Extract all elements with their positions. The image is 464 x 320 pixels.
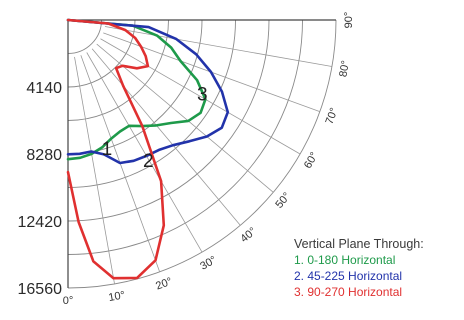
angle-tick-label: 70° [324, 106, 341, 126]
grid-circle [67, 19, 169, 121]
angle-tick-label: 50° [273, 190, 293, 210]
grid-circle [67, 19, 303, 255]
legend-entry-1: 1. 0-180 Horizontal [294, 253, 396, 267]
angle-tick-label: 40° [238, 225, 258, 245]
grid-ray [100, 38, 301, 155]
grid-ray [91, 48, 241, 226]
grid-circle [67, 19, 236, 188]
curve-number-label: 3 [197, 85, 208, 106]
angle-tick-label: 80° [337, 60, 352, 78]
legend: Vertical Plane Through: 1. 0-180 Horizon… [294, 236, 424, 300]
curve-1 [66, 18, 207, 161]
angle-tick-label: 90° [343, 12, 355, 29]
curve-number-label: 2 [143, 151, 154, 172]
grid-circle [67, 19, 270, 222]
angle-tick-label: 0° [63, 295, 74, 307]
angle-tick-label: 20° [154, 276, 174, 293]
grid-circle [67, 19, 102, 54]
legend-entry-3: 3. 90-270 Horizontal [294, 285, 403, 299]
angle-tick-label: 60° [302, 150, 321, 170]
legend-title: Vertical Plane Through: [294, 237, 424, 251]
grid-ray [74, 56, 115, 284]
curve-2 [66, 18, 230, 165]
grid-ray [96, 43, 274, 193]
radial-tick-label: 16560 [18, 281, 63, 298]
radial-tick-label: 8280 [26, 147, 62, 164]
grid-ray [104, 26, 332, 67]
grid-ray [86, 52, 203, 253]
curves-group [66, 18, 230, 280]
angle-tick-label: 30° [198, 254, 218, 273]
grid-circle [67, 19, 337, 289]
curve-3 [66, 18, 166, 280]
angle-tick-label: 10° [108, 289, 126, 304]
legend-entry-2: 2. 45-225 Horizontal [294, 269, 403, 283]
radial-tick-label: 12420 [18, 214, 63, 231]
curve-number-label: 1 [102, 139, 113, 160]
radial-tick-label: 4140 [26, 80, 62, 97]
